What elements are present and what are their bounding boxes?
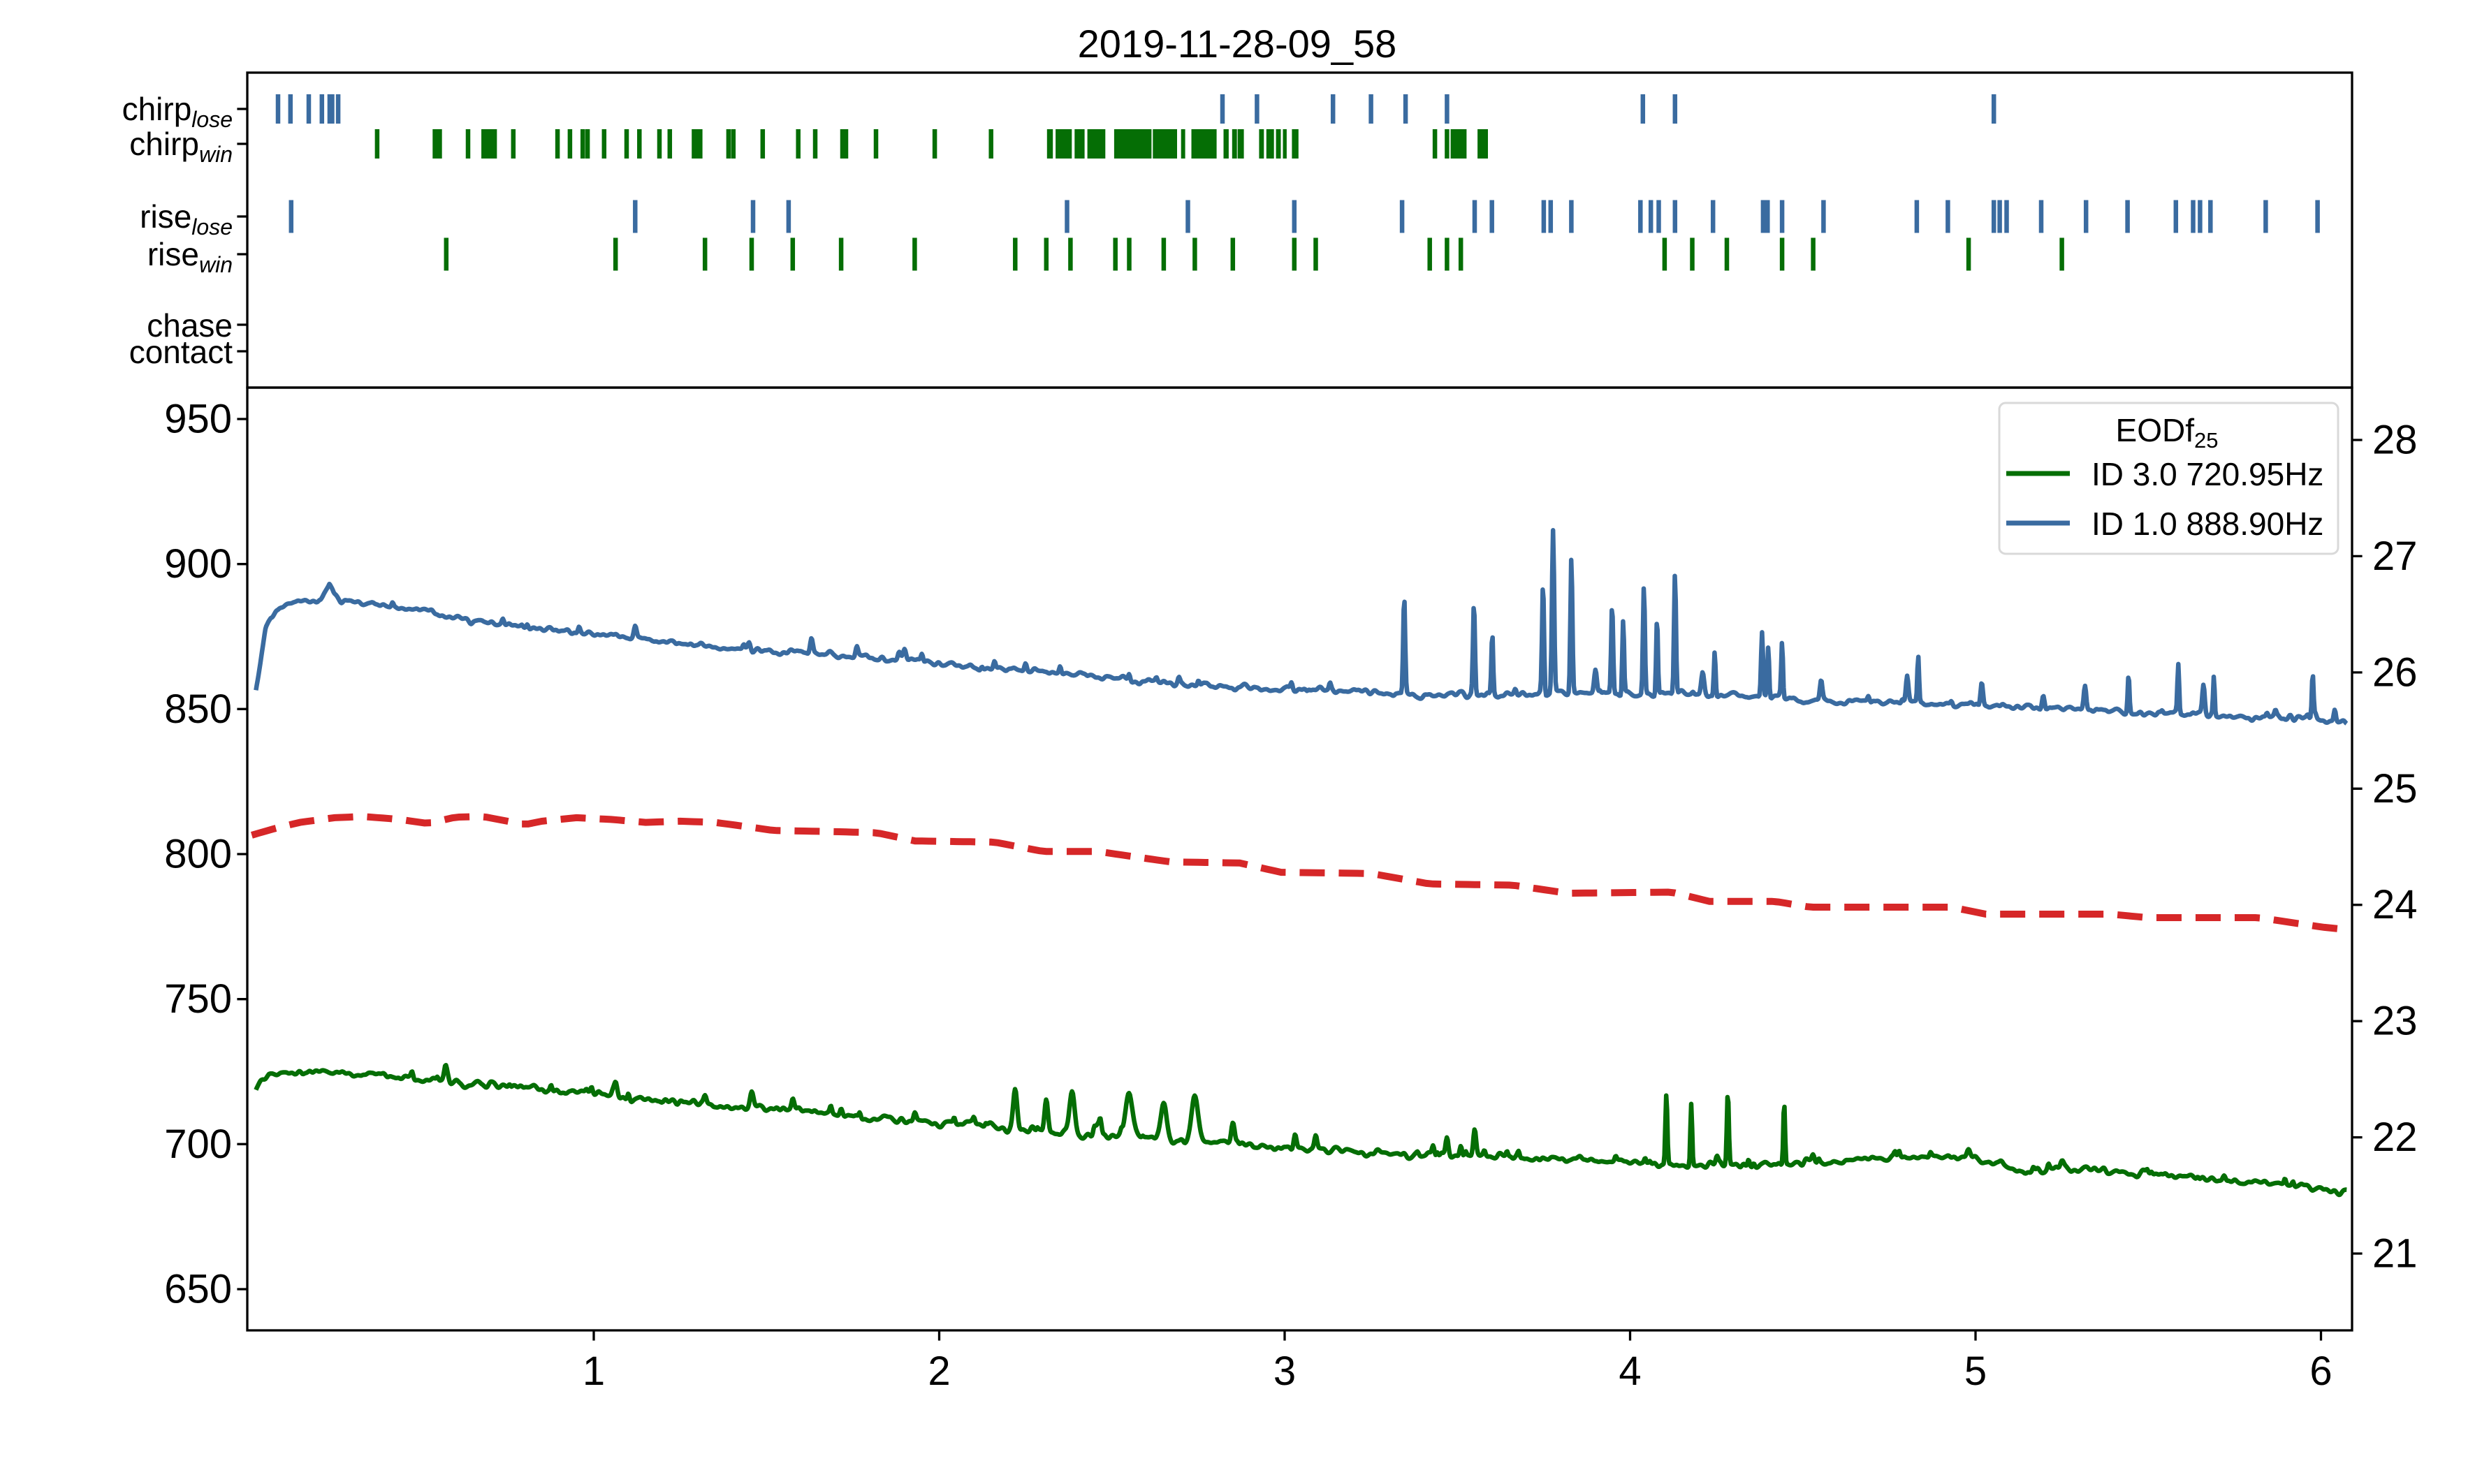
svg-text:25: 25 [2372,766,2418,811]
svg-text:2019-11-28-09_58: 2019-11-28-09_58 [1078,22,1397,66]
svg-text:22: 22 [2372,1115,2418,1160]
svg-text:ID 3.0 720.95Hz: ID 3.0 720.95Hz [2091,456,2323,492]
svg-text:23: 23 [2372,999,2418,1044]
svg-text:750: 750 [164,976,232,1022]
svg-text:850: 850 [164,686,232,732]
svg-text:27: 27 [2372,534,2418,579]
svg-text:26: 26 [2372,649,2418,695]
svg-text:5: 5 [1964,1349,1987,1394]
svg-text:chase: chase [147,307,233,344]
svg-text:24: 24 [2372,882,2418,927]
svg-text:950: 950 [164,397,232,442]
svg-text:4: 4 [1619,1349,1641,1394]
svg-text:21: 21 [2372,1231,2418,1277]
svg-text:700: 700 [164,1122,232,1167]
svg-text:650: 650 [164,1267,232,1312]
svg-text:ID 1.0 888.90Hz: ID 1.0 888.90Hz [2091,506,2323,542]
svg-text:chirpwin: chirpwin [129,126,233,167]
svg-text:contact: contact [129,334,233,370]
svg-text:2: 2 [928,1349,950,1394]
svg-text:1: 1 [583,1349,605,1394]
svg-text:900: 900 [164,541,232,587]
svg-text:800: 800 [164,832,232,877]
svg-text:3: 3 [1273,1349,1296,1394]
svg-text:28: 28 [2372,418,2418,463]
svg-text:6: 6 [2309,1349,2332,1394]
